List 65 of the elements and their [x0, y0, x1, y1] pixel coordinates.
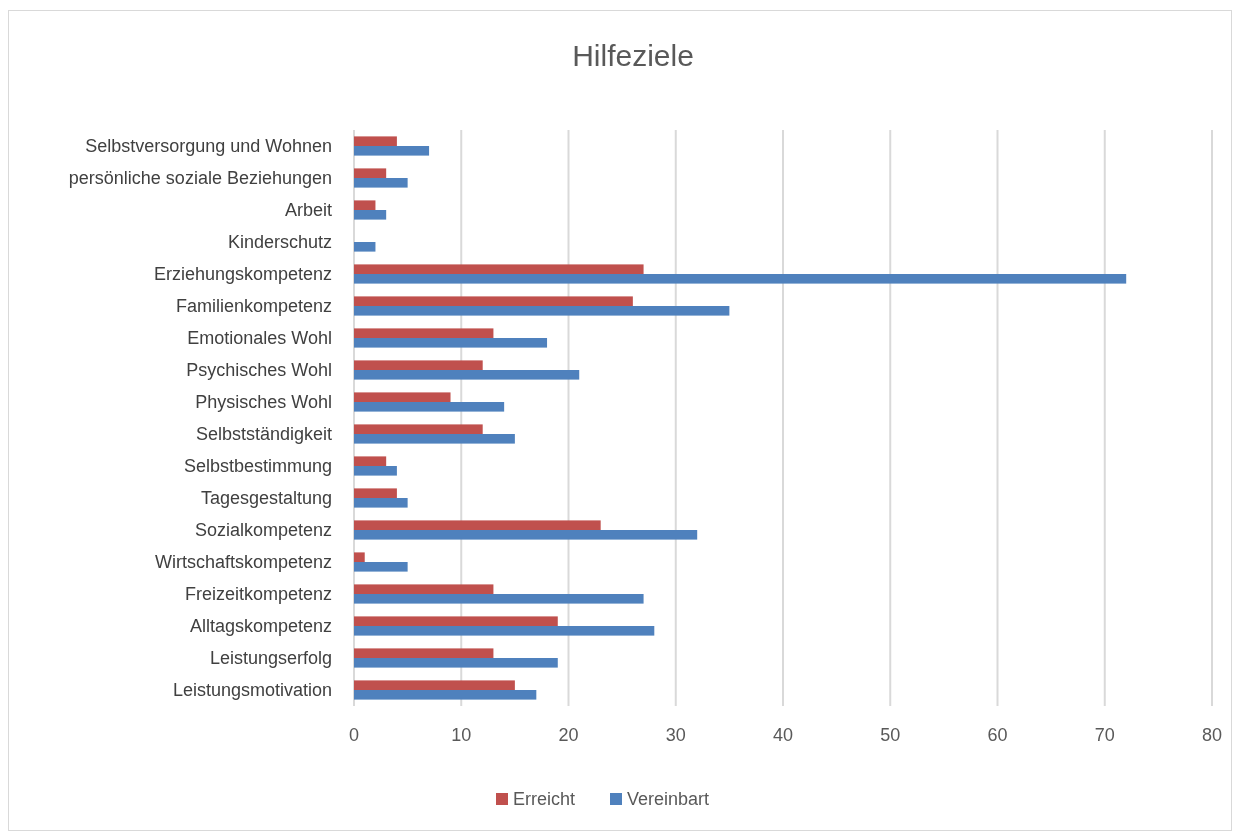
bar [354, 690, 537, 700]
x-tick-label: 10 [451, 725, 472, 745]
bar [354, 648, 494, 658]
y-tick-label: Physisches Wohl [195, 392, 332, 413]
bar [354, 616, 558, 626]
x-tick-label: 60 [987, 725, 1008, 745]
legend-label: Erreicht [513, 789, 576, 810]
bar [354, 338, 548, 348]
bar [354, 136, 397, 146]
bar [354, 466, 397, 476]
bar [354, 168, 387, 178]
bar [354, 424, 483, 434]
bar [354, 562, 408, 572]
y-tick-label: Leistungsmotivation [172, 680, 332, 701]
x-tick-label: 50 [880, 725, 901, 745]
y-tick-label: Familienkompetenz [175, 296, 332, 317]
bar [354, 210, 387, 220]
bar [354, 360, 483, 370]
bar [354, 146, 430, 156]
x-tick-label: 70 [1094, 725, 1115, 745]
bar [354, 306, 730, 316]
bar [354, 434, 515, 444]
x-tick-label: 40 [772, 725, 794, 745]
bar [354, 680, 515, 690]
y-tick-label: persönliche soziale Beziehungen [68, 168, 332, 189]
bar [354, 402, 505, 412]
bar [354, 584, 494, 594]
bar [354, 370, 580, 380]
bar [354, 456, 387, 466]
bar [354, 658, 558, 668]
y-tick-label: Leistungserfolg [209, 648, 332, 669]
bar [354, 594, 644, 604]
bar [354, 296, 633, 306]
y-tick-label: Emotionales Wohl [187, 328, 332, 349]
bar [354, 626, 655, 636]
x-tick-label: 0 [348, 725, 360, 745]
bar [354, 498, 408, 508]
bar [354, 264, 644, 274]
bar [354, 242, 376, 252]
y-tick-label: Selbstversorgung und Wohnen [85, 136, 332, 157]
y-tick-label: Selbstständigkeit [195, 424, 332, 445]
bar [354, 178, 408, 188]
bar [354, 552, 365, 562]
bar [354, 488, 397, 498]
bar [354, 200, 376, 210]
bar [354, 328, 494, 338]
y-tick-label: Kinderschutz [227, 232, 332, 253]
y-tick-label: Psychisches Wohl [186, 360, 332, 381]
legend-label: Vereinbart [627, 789, 710, 810]
bar [354, 392, 451, 402]
y-tick-label: Wirtschaftskompetenz [154, 552, 332, 573]
y-tick-label: Selbstbestimmung [183, 456, 332, 477]
y-tick-label: Sozialkompetenz [194, 520, 332, 541]
bar [354, 530, 698, 540]
bar [354, 274, 1127, 284]
x-tick-label: 80 [1201, 725, 1223, 745]
y-tick-label: Erziehungskompetenz [153, 264, 332, 285]
bar [354, 520, 601, 530]
y-tick-label: Arbeit [284, 200, 332, 221]
y-tick-label: Alltagskompetenz [189, 616, 332, 637]
x-tick-label: 20 [558, 725, 579, 745]
x-tick-label: 30 [665, 725, 686, 745]
y-tick-label: Freizeitkompetenz [184, 584, 332, 605]
chart-title: Hilfeziele [572, 39, 694, 72]
y-tick-label: Tagesgestaltung [200, 488, 332, 509]
